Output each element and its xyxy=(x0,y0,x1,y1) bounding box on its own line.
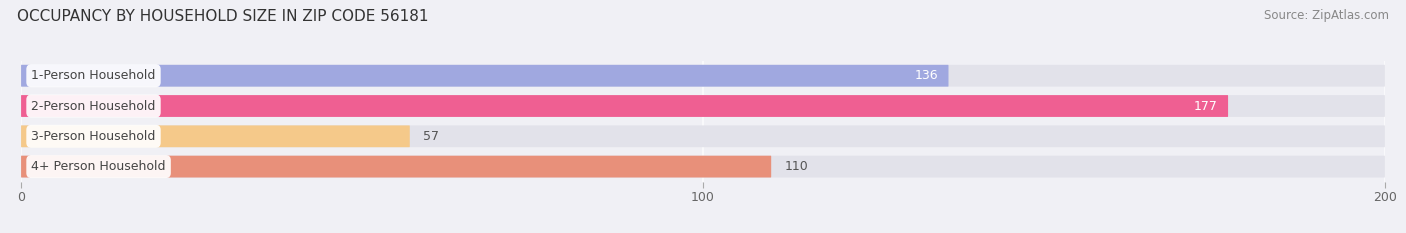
FancyBboxPatch shape xyxy=(21,125,409,147)
Text: 110: 110 xyxy=(785,160,808,173)
Text: 1-Person Household: 1-Person Household xyxy=(31,69,156,82)
FancyBboxPatch shape xyxy=(21,156,1385,178)
FancyBboxPatch shape xyxy=(21,65,1385,87)
Text: 57: 57 xyxy=(423,130,440,143)
Text: 4+ Person Household: 4+ Person Household xyxy=(31,160,166,173)
FancyBboxPatch shape xyxy=(21,95,1227,117)
FancyBboxPatch shape xyxy=(21,156,772,178)
Text: 3-Person Household: 3-Person Household xyxy=(31,130,156,143)
Text: OCCUPANCY BY HOUSEHOLD SIZE IN ZIP CODE 56181: OCCUPANCY BY HOUSEHOLD SIZE IN ZIP CODE … xyxy=(17,9,429,24)
Text: 136: 136 xyxy=(915,69,938,82)
FancyBboxPatch shape xyxy=(21,95,1385,117)
FancyBboxPatch shape xyxy=(21,65,949,87)
Text: Source: ZipAtlas.com: Source: ZipAtlas.com xyxy=(1264,9,1389,22)
FancyBboxPatch shape xyxy=(21,125,1385,147)
Text: 177: 177 xyxy=(1194,99,1218,113)
Text: 2-Person Household: 2-Person Household xyxy=(31,99,156,113)
